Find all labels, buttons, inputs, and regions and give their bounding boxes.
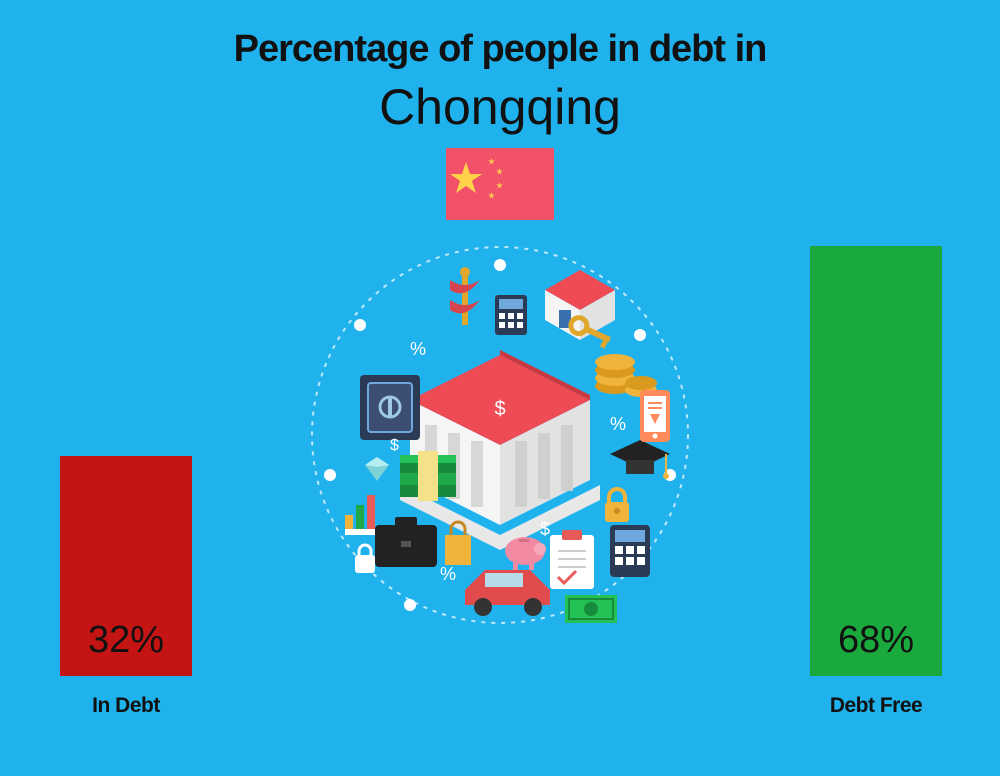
caduceus-icon: [450, 267, 480, 325]
bar-debt_free: 68% Debt Free: [810, 246, 942, 718]
china-flag-icon: [446, 148, 554, 220]
title-line2: Chongqing: [0, 78, 1000, 136]
padlock-open-icon: [355, 545, 375, 573]
padlock-icon: [605, 489, 629, 522]
percent-sign-icon: %: [410, 339, 426, 359]
bar-label: Debt Free: [830, 694, 922, 718]
clipboard-icon: [550, 530, 594, 589]
percent-sign-icon: %: [610, 414, 626, 434]
percent-sign-icon: %: [440, 564, 456, 584]
finance-illustration: $: [290, 225, 710, 645]
car-icon: [465, 570, 550, 616]
title-line1: Percentage of people in debt in: [0, 28, 1000, 71]
house-icon: [545, 270, 615, 340]
bar-rect: 32%: [60, 456, 192, 676]
bank-building-icon: $: [400, 350, 600, 550]
bar-chart-icon: [345, 495, 377, 535]
smartphone-icon: [640, 390, 670, 442]
piggy-bank-icon: [505, 537, 546, 570]
banknote-icon: [565, 595, 617, 623]
calculator-icon: [495, 295, 527, 335]
svg-text:$: $: [494, 398, 505, 420]
graduation-cap-icon: [610, 440, 670, 479]
bar-value: 68%: [810, 619, 942, 662]
dollar-sign-icon: $: [540, 519, 550, 539]
bar-rect: 68%: [810, 246, 942, 676]
safe-icon: [360, 375, 420, 440]
bar-label: In Debt: [92, 694, 160, 718]
briefcase-icon: [375, 517, 437, 567]
bar-value: 32%: [60, 619, 192, 662]
dollar-sign-icon: $: [390, 437, 399, 454]
bar-in_debt: 32% In Debt: [60, 456, 192, 718]
cash-stack-icon: [400, 451, 456, 501]
calculator-large-icon: [610, 525, 650, 577]
diamond-icon: [365, 457, 389, 481]
